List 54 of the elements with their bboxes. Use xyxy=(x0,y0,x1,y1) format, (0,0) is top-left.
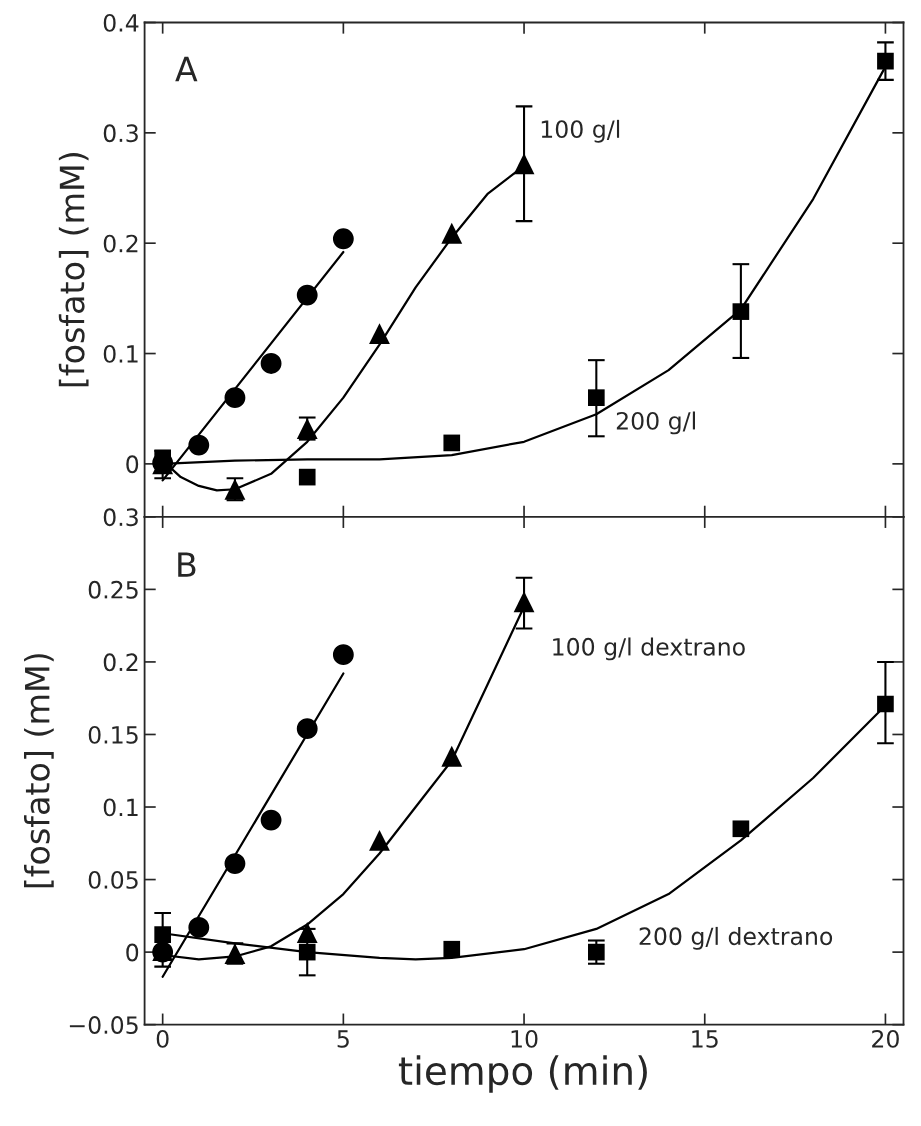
point xyxy=(332,228,354,250)
point xyxy=(260,353,282,374)
series-label: 200 g/l dextrano xyxy=(639,926,833,950)
annotation: B xyxy=(178,552,196,577)
point xyxy=(188,434,210,456)
y-tick-label: 0.3 xyxy=(103,508,138,527)
point xyxy=(513,591,535,613)
series-label: 200 g/l xyxy=(616,411,695,435)
y-axis-title: [fosfato] (mM) xyxy=(24,654,54,888)
point xyxy=(443,434,461,452)
y-tick-label: −0.05 xyxy=(69,1016,138,1034)
point xyxy=(513,153,535,175)
y-tick-label: 0.1 xyxy=(103,798,138,817)
point xyxy=(369,829,390,851)
y-tick-label: 0.3 xyxy=(103,124,138,143)
x-tick-label: 10 xyxy=(511,1029,538,1048)
y-tick-label: 0.2 xyxy=(103,653,138,672)
point xyxy=(154,926,171,944)
annotation: A xyxy=(175,56,198,82)
point xyxy=(296,718,318,740)
y-tick-label: 0.25 xyxy=(88,580,138,599)
x-tick-label: 20 xyxy=(872,1029,899,1048)
point xyxy=(224,387,246,409)
x-axis-title: tiempo (min) xyxy=(398,1055,647,1093)
point xyxy=(441,745,463,767)
y-tick-label: 0.1 xyxy=(103,344,138,363)
y-tick-label: 0 xyxy=(126,455,139,474)
point xyxy=(298,943,316,961)
point xyxy=(877,695,894,713)
point xyxy=(260,809,282,831)
x-tick-label: 0 xyxy=(156,1029,169,1048)
y-tick-label: 0.05 xyxy=(88,871,138,889)
point xyxy=(587,389,605,406)
point xyxy=(732,820,750,838)
point xyxy=(443,940,461,958)
point xyxy=(188,917,210,938)
y-tick-label: 0.2 xyxy=(103,234,138,253)
y-tick-label: 0.4 xyxy=(103,13,139,32)
series-label: 100 g/l xyxy=(541,119,620,143)
point xyxy=(369,323,390,345)
y-tick-label: 0 xyxy=(126,943,139,962)
point xyxy=(732,303,750,320)
point xyxy=(296,284,318,306)
y-axis-title: [fosfato] (mM) xyxy=(58,153,89,387)
y-tick-label: 0.15 xyxy=(88,725,138,744)
point xyxy=(298,468,316,486)
point xyxy=(224,853,246,875)
point xyxy=(296,922,318,943)
x-tick-label: 5 xyxy=(337,1030,349,1048)
point xyxy=(877,52,894,70)
point xyxy=(441,222,463,244)
point xyxy=(332,644,354,666)
x-tick-label: 15 xyxy=(692,1030,718,1048)
series-label: 100 g/l dextrano xyxy=(553,637,745,661)
